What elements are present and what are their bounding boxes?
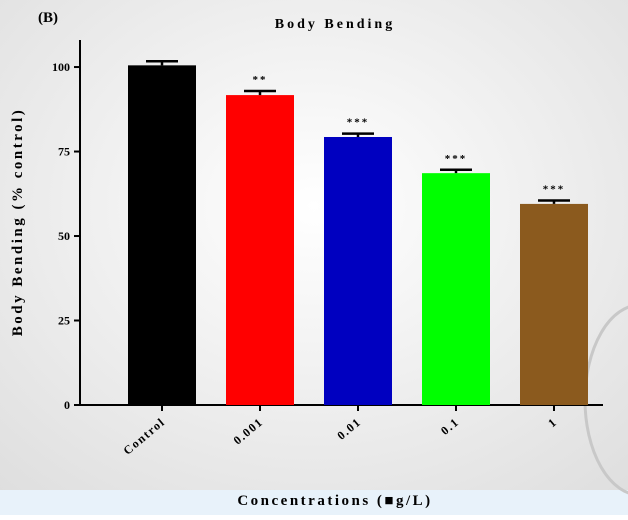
y-axis-label: Body Bending (% control): [10, 108, 26, 337]
y-tick-label: 100: [52, 60, 70, 74]
y-tick-label: 75: [58, 145, 70, 159]
chart-title: Body Bending: [275, 17, 395, 32]
y-tick-label: 25: [58, 314, 70, 328]
significance-label: ***: [445, 153, 468, 165]
significance-label: ***: [543, 184, 566, 196]
bar: [422, 173, 490, 405]
x-axis-label: Concentrations (■g/L): [237, 493, 432, 509]
page: {"chart_data": {"type": "bar", "panel_la…: [0, 0, 628, 515]
chart: (B) Body Bending Body Bending (% control…: [0, 0, 628, 515]
bar: [520, 204, 588, 405]
significance-label: **: [253, 74, 268, 86]
bar: [128, 65, 196, 405]
panel-label: (B): [38, 10, 58, 26]
y-tick-label: 0: [64, 398, 70, 412]
bar: [324, 137, 392, 405]
significance-label: ***: [347, 117, 370, 129]
y-tick-label: 50: [58, 229, 70, 243]
bar: [226, 95, 294, 405]
